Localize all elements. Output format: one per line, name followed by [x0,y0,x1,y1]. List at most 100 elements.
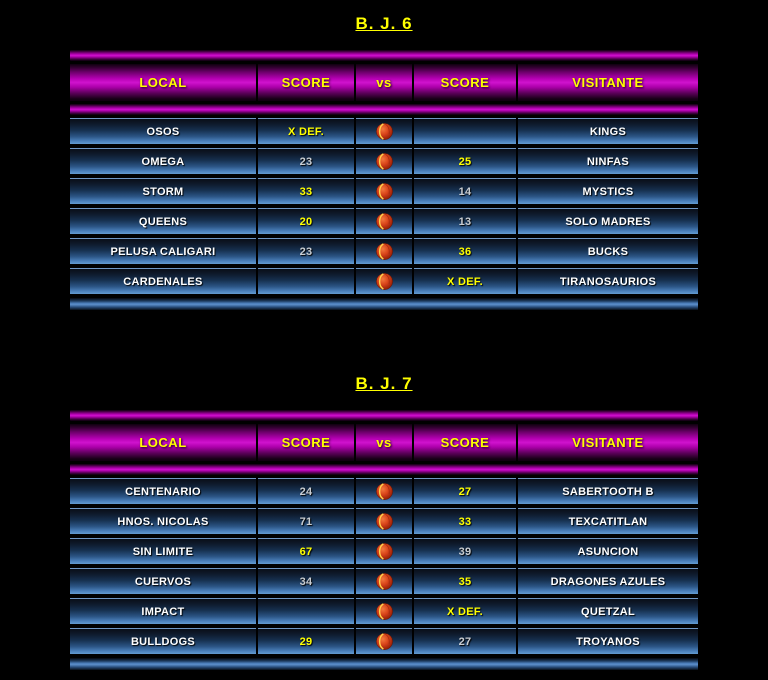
local-team: CUERVOS [70,568,256,594]
visitor-team: SOLO MADRES [518,208,698,234]
vs-cell [356,478,412,504]
column-header-visitante: VISITANTE [518,424,698,461]
visitor-score: 13 [414,208,516,234]
column-header-score-right: SCORE [414,424,516,461]
local-score: 23 [258,148,354,174]
visitor-team: DRAGONES AZULES [518,568,698,594]
score-table-bj7: LOCAL SCORE vs SCORE VISITANTE CENTENARI… [70,410,698,670]
vs-cell [356,178,412,204]
visitor-team: SABERTOOTH B [518,478,698,504]
visitor-team: TIRANOSAURIOS [518,268,698,294]
visitor-team: MYSTICS [518,178,698,204]
basketball-icon [375,633,393,650]
local-team: STORM [70,178,256,204]
match-row: IMPACT X DEF. QUETZAL [70,598,698,624]
match-row: HNOS. NICOLAS 71 33 TEXCATITLAN [70,508,698,534]
visitor-score: 14 [414,178,516,204]
visitor-team: QUETZAL [518,598,698,624]
match-row: BULLDOGS 29 27 TROYANOS [70,628,698,654]
local-team: PELUSA CALIGARI [70,238,256,264]
local-team: OMEGA [70,148,256,174]
local-score: 24 [258,478,354,504]
vs-cell [356,118,412,144]
match-row: OSOS X DEF. KINGS [70,118,698,144]
vs-cell [356,568,412,594]
column-header-visitante: VISITANTE [518,64,698,101]
vs-cell [356,598,412,624]
visitor-score: 25 [414,148,516,174]
visitor-score: 35 [414,568,516,594]
column-header-score-right: SCORE [414,64,516,101]
table-bottom-bar [70,298,698,310]
local-team: HNOS. NICOLAS [70,508,256,534]
visitor-score: X DEF. [414,268,516,294]
score-table-bj6: LOCAL SCORE vs SCORE VISITANTE OSOS X DE… [70,50,698,310]
basketball-icon [375,153,393,170]
visitor-score [414,118,516,144]
table-title: B. J. 7 [355,374,413,393]
visitor-team: TROYANOS [518,628,698,654]
visitor-team: TEXCATITLAN [518,508,698,534]
basketball-icon [375,213,393,230]
basketball-icon [375,243,393,260]
local-score: 34 [258,568,354,594]
vs-cell [356,148,412,174]
table-bottom-bar [70,658,698,670]
local-score: 23 [258,238,354,264]
match-row: SIN LIMITE 67 39 ASUNCION [70,538,698,564]
local-score [258,598,354,624]
visitor-score: 27 [414,478,516,504]
match-row: CENTENARIO 24 27 SABERTOOTH B [70,478,698,504]
column-header-local: LOCAL [70,64,256,101]
local-score: 20 [258,208,354,234]
header-top-bar [70,410,698,421]
vs-cell [356,238,412,264]
basketball-icon [375,513,393,530]
table-title: B. J. 6 [355,14,413,33]
visitor-team: BUCKS [518,238,698,264]
local-score: 33 [258,178,354,204]
visitor-score: X DEF. [414,598,516,624]
local-team: IMPACT [70,598,256,624]
visitor-score: 33 [414,508,516,534]
basketball-icon [375,603,393,620]
match-row: QUEENS 20 13 SOLO MADRES [70,208,698,234]
local-team: OSOS [70,118,256,144]
local-score [258,268,354,294]
match-row: STORM 33 14 MYSTICS [70,178,698,204]
local-score: X DEF. [258,118,354,144]
match-row: CARDENALES X DEF. TIRANOSAURIOS [70,268,698,294]
local-score: 29 [258,628,354,654]
vs-cell [356,268,412,294]
match-row: OMEGA 23 25 NINFAS [70,148,698,174]
visitor-team: ASUNCION [518,538,698,564]
visitor-score: 27 [414,628,516,654]
vs-cell [356,538,412,564]
vs-cell [356,628,412,654]
local-team: SIN LIMITE [70,538,256,564]
local-team: QUEENS [70,208,256,234]
vs-cell [356,208,412,234]
visitor-team: NINFAS [518,148,698,174]
vs-cell [356,508,412,534]
header-bottom-bar [70,464,698,475]
column-header-vs: vs [356,64,412,101]
match-row: PELUSA CALIGARI 23 36 BUCKS [70,238,698,264]
basketball-icon [375,123,393,140]
basketball-icon [375,273,393,290]
basketball-icon [375,543,393,560]
column-header-vs: vs [356,424,412,461]
match-row: CUERVOS 34 35 DRAGONES AZULES [70,568,698,594]
column-header-score-left: SCORE [258,424,354,461]
basketball-icon [375,183,393,200]
column-header-row: LOCAL SCORE vs SCORE VISITANTE [70,64,698,101]
local-team: BULLDOGS [70,628,256,654]
local-team: CARDENALES [70,268,256,294]
column-header-row: LOCAL SCORE vs SCORE VISITANTE [70,424,698,461]
visitor-score: 39 [414,538,516,564]
column-header-local: LOCAL [70,424,256,461]
basketball-icon [375,483,393,500]
header-top-bar [70,50,698,61]
local-team: CENTENARIO [70,478,256,504]
local-score: 71 [258,508,354,534]
